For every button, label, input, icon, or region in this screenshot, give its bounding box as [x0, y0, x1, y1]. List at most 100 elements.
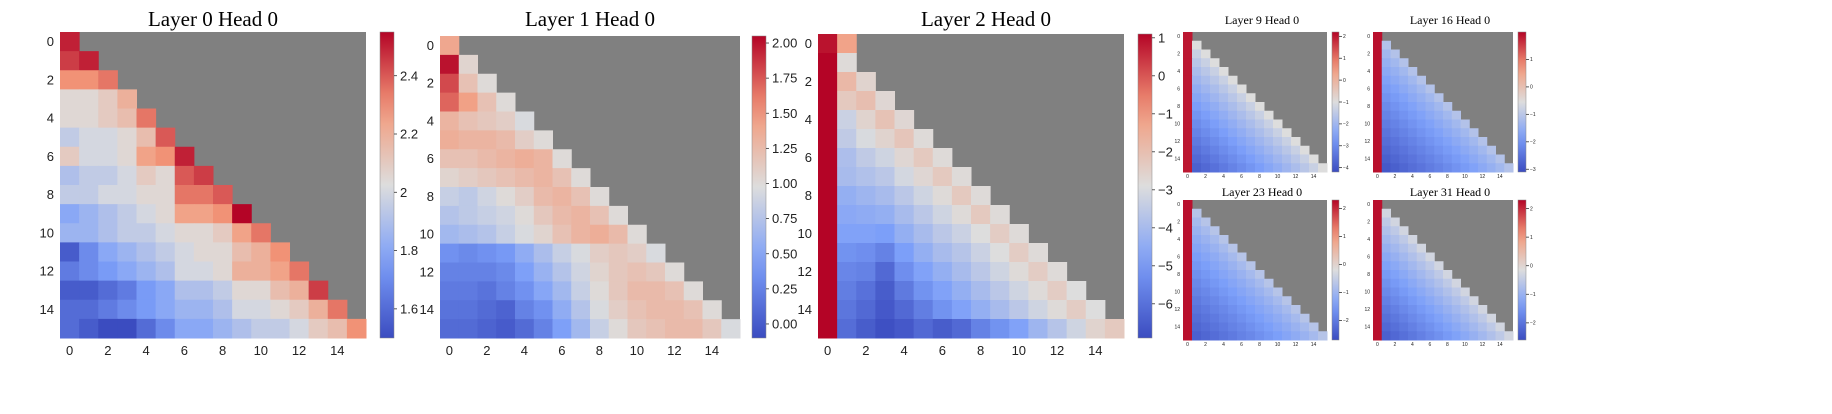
heatmap-cell — [894, 129, 915, 149]
heatmap-cell — [1237, 145, 1247, 155]
heatmap-cell — [590, 281, 610, 301]
heatmap-cell — [251, 261, 271, 282]
x-tick-label: 12 — [1480, 342, 1486, 348]
heatmap-cell — [60, 204, 80, 224]
heatmap-cell — [552, 224, 572, 245]
heatmap-cell — [1282, 145, 1292, 155]
heatmap-cell — [1443, 163, 1453, 173]
x-tick-label: 14 — [330, 343, 344, 358]
heatmap-cell — [1264, 163, 1274, 173]
heatmap-cell — [552, 300, 572, 320]
heatmap-cell — [1219, 102, 1229, 112]
heatmap-cell — [875, 243, 896, 263]
heatmap-cell — [837, 167, 857, 187]
heatmap-cell — [1408, 305, 1418, 315]
heatmap-cell — [1373, 102, 1383, 112]
heatmap-cell — [1183, 128, 1193, 138]
heatmap-cell — [136, 204, 157, 224]
heatmap-cell — [496, 281, 516, 301]
heatmap-cell — [232, 223, 252, 243]
heatmap-cell — [193, 223, 214, 243]
heatmap-cell — [1201, 270, 1211, 280]
heatmap-cell — [913, 148, 934, 168]
heatmap-cell — [515, 205, 535, 226]
heatmap-cell — [515, 168, 535, 188]
heatmap-cell — [875, 319, 896, 339]
heatmap-cell — [1373, 296, 1383, 306]
heatmap-cell — [440, 205, 460, 226]
heatmap-cell — [971, 319, 991, 339]
heatmap-cell — [1408, 322, 1418, 332]
heatmap-cell — [174, 242, 195, 263]
x-tick-label: 0 — [1186, 342, 1189, 348]
heatmap-cell — [1399, 67, 1409, 77]
heatmap-cell — [193, 280, 214, 301]
heatmap-cell — [1228, 322, 1238, 332]
heatmap-cell — [1210, 305, 1220, 315]
heatmap-cell — [1425, 102, 1435, 112]
heatmap-cell — [79, 204, 99, 224]
heatmap-cell — [1390, 119, 1400, 129]
heatmap-cell — [1495, 322, 1505, 332]
heatmap-cell — [1381, 75, 1391, 85]
heatmap-cell — [1237, 128, 1247, 138]
y-tick-label: 14 — [1364, 325, 1370, 331]
heatmap-cell — [1210, 235, 1220, 245]
heatmap-cell — [571, 281, 591, 301]
y-tick-label: 6 — [47, 149, 54, 164]
x-tick-label: 14 — [1088, 343, 1102, 358]
heatmap-cell — [117, 108, 138, 129]
heatmap-cell — [1408, 235, 1418, 245]
heatmap-cell — [1201, 110, 1211, 120]
heatmap-cell — [1373, 40, 1383, 50]
y-tick-label: 0 — [1177, 202, 1180, 208]
heatmap-cell — [1219, 322, 1229, 332]
heatmap-cell — [1390, 163, 1400, 173]
heatmap-cell — [98, 185, 118, 205]
colorbar-tick-label: 1 — [1343, 234, 1346, 240]
heatmap-cell — [627, 262, 647, 282]
y-tick-label: 12 — [1174, 139, 1180, 145]
y-tick-label: 4 — [1177, 69, 1180, 75]
heatmap-cell — [213, 204, 233, 224]
heatmap-cell — [477, 281, 497, 301]
heatmap-cell — [932, 167, 953, 187]
heatmap-cell — [1425, 331, 1435, 341]
heatmap-cell — [1219, 93, 1229, 103]
heatmap-cell — [552, 168, 572, 188]
heatmap-cell — [552, 187, 572, 207]
heatmap-cell — [1408, 154, 1418, 164]
heatmap-cell — [1246, 287, 1256, 297]
heatmap-cell — [79, 108, 99, 129]
heatmap-cell — [1381, 163, 1391, 173]
heatmap-cell — [1237, 278, 1247, 288]
heatmap-cell — [1192, 110, 1202, 120]
x-tick-label: 4 — [900, 343, 907, 358]
heatmap-cell — [1399, 305, 1409, 315]
heatmap-cell — [1192, 226, 1202, 236]
heatmap-cell — [932, 224, 953, 244]
heatmap-cell — [1246, 128, 1256, 138]
heatmap-cell — [251, 280, 271, 301]
heatmap-cell — [533, 149, 553, 169]
heatmap-cell — [1255, 102, 1265, 112]
heatmap-cell — [1381, 287, 1391, 297]
heatmap-cell — [932, 205, 953, 225]
heatmap-cell — [1237, 137, 1247, 147]
heatmap-cell — [1264, 119, 1274, 129]
heatmap-cell — [308, 280, 329, 301]
heatmap-cell — [1219, 235, 1229, 245]
heatmap-cell — [533, 319, 553, 339]
heatmap-cell — [515, 319, 535, 339]
heatmap-cell — [1264, 145, 1274, 155]
colorbar-tick-label: −2 — [1530, 321, 1536, 327]
x-tick-label: 14 — [1497, 174, 1503, 180]
heatmap-cell — [1246, 145, 1256, 155]
heatmap-cell — [627, 281, 647, 301]
heatmap-cell — [1486, 313, 1496, 323]
heatmap-cell — [590, 224, 610, 245]
heatmap-cell — [1443, 102, 1453, 112]
x-tick-label: 2 — [1393, 174, 1396, 180]
y-tick-label: 8 — [1177, 272, 1180, 278]
